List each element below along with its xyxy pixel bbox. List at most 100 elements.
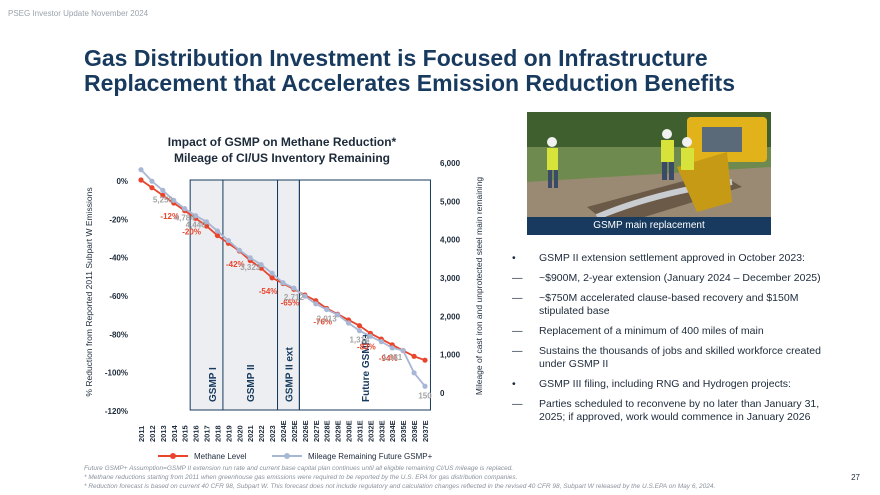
sub-bullet-item: — Replacement of a minimum of 400 miles o… [512,325,842,338]
bullet-item: • GSMP II extension settlement approved i… [512,252,842,265]
methane-data-label: -83% [357,342,376,351]
x-tick-label: 2037E [421,420,430,442]
data-point-methane [269,275,275,281]
y-left-tick-label: -60% [109,292,128,301]
x-tick-label: 2035E [399,420,408,442]
phase-label: GSMP I [208,367,219,402]
chart-title: Impact of GSMP on Methane Reduction* [168,135,397,149]
footnote: Future GSMP+ Assumption=GSMP II extensio… [84,465,514,472]
bullet-marker: — [512,345,523,357]
x-tick-label: 2025E [290,420,299,442]
data-point-mileage [367,333,373,339]
data-point-methane [214,232,221,239]
data-point-mileage [302,293,308,299]
sub-bullet-item: — Sustains the thousands of jobs and skil… [512,345,842,371]
sub-bullet-item: — ~$750M accelerated clause-based recover… [512,292,842,318]
data-point-mileage [258,262,264,268]
x-tick-label: 2024E [279,420,288,442]
mileage-data-label: 1,081 [382,353,403,362]
phase-label: GSMP II ext [284,346,295,402]
data-point-mileage [324,306,330,313]
methane-chart: Impact of GSMP on Methane Reduction* Mile… [84,135,484,461]
legend-marker-mileage [284,453,290,459]
mileage-data-label: 4,784 [175,214,196,223]
x-tick-label: 2034E [388,420,397,442]
data-point-mileage [236,247,242,253]
y-left-axis-title: % Reduction from Reported 2011 Subpart W… [84,187,94,396]
x-tick-label: 2017 [203,425,212,442]
data-point-mileage [182,206,188,212]
bullet-text: Replacement of a minimum of 400 miles of… [539,325,764,337]
x-tick-label: 2027E [312,420,321,442]
data-point-mileage [247,255,253,261]
methane-data-label: -65% [281,298,300,307]
bullet-text: ~$900M, 2-year extension (January 2024 –… [539,272,821,284]
data-point-mileage [138,167,144,173]
x-tick-label: 2026E [301,420,310,442]
x-tick-label: 2018 [213,425,222,442]
data-point-mileage [149,178,155,184]
bullet-marker: — [512,398,523,410]
y-left-tick-label: -120% [105,407,128,416]
mileage-data-label: 4,440 [186,221,207,230]
data-point-mileage [389,345,395,351]
bullet-marker: — [512,272,523,284]
phase-label: Future GSMP+ [361,333,372,402]
data-point-methane [356,323,363,329]
data-point-mileage [313,301,319,307]
legend-marker-methane [170,453,176,459]
data-point-mileage [225,237,231,244]
y-right-tick-label: 4,000 [440,236,461,245]
header-note: PSEG Investor Update November 2024 [8,9,149,18]
x-tick-label: 2036E [410,420,419,442]
y-left-tick-label: -80% [109,330,128,339]
data-point-methane [422,357,428,363]
data-point-mileage [269,270,275,276]
x-tick-label: 2021 [246,425,255,442]
data-point-mileage [356,328,363,334]
bullet-marker: • [512,252,516,264]
data-point-mileage [291,285,297,291]
sub-bullet-item: — Parties scheduled to reconvene by no la… [512,398,842,424]
y-right-tick-label: 1,000 [440,351,461,360]
x-tick-label: 2030E [345,420,354,442]
bullet-text: ~$750M accelerated clause-based recovery… [539,292,799,317]
x-tick-label: 2016 [192,425,201,442]
mileage-data-label: 150 [418,391,432,400]
methane-data-label: -54% [259,287,278,296]
methane-data-label: -42% [226,260,245,269]
methane-data-label: -12% [160,212,179,221]
legend-label-methane: Methane Level [194,452,247,461]
x-tick-label: 2019 [224,425,233,442]
data-point-mileage [400,347,406,354]
x-tick-label: 2012 [148,425,157,442]
x-tick-label: 2015 [181,425,190,442]
methane-data-label: -76% [313,317,332,326]
y-left-tick-label: 0% [116,177,128,186]
photo-panel: GSMP main replacement [527,112,771,235]
x-tick-label: 2014 [170,424,179,442]
data-point-methane [203,223,210,229]
mileage-data-label: 1,314 [349,336,370,345]
x-tick-label: 2011 [137,426,146,442]
x-tick-label: 2031E [355,420,364,442]
y-right-tick-label: 0 [440,389,445,398]
x-tick-label: 2032E [366,420,375,442]
mileage-data-label: 2,712 [284,293,305,302]
data-point-methane [160,192,166,198]
methane-data-label: -20% [182,227,201,236]
y-right-tick-label: 6,000 [440,159,461,168]
data-point-mileage [422,383,428,389]
phase-box-2 [222,179,279,411]
x-tick-label: 2033E [377,420,386,442]
data-point-mileage [193,213,199,219]
data-point-mileage [214,228,221,234]
page-number: 27 [851,473,860,482]
bullet-text: Sustains the thousands of jobs and skill… [539,345,821,370]
x-tick-label: 2029E [334,420,343,442]
bullet-text: Parties scheduled to reconvene by no lat… [539,398,820,423]
data-point-methane [138,177,144,183]
y-right-axis-title: Mileage of cast iron and unprotected ste… [474,177,484,396]
bullet-text: GSMP III filing, including RNG and Hydro… [539,378,791,390]
x-tick-label: 2020 [235,425,244,442]
